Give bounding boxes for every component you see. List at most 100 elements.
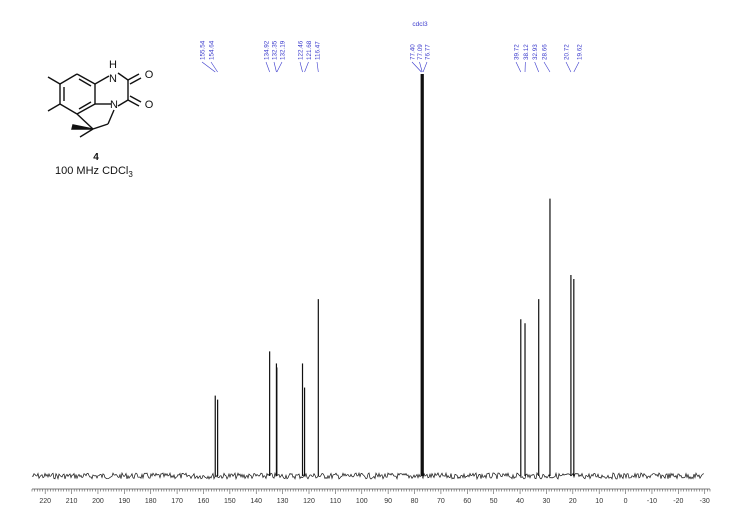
label-connector [534,61,539,73]
peak-label: 76.77 [425,44,432,60]
label-connector [304,61,309,73]
tick-label: 220 [39,498,51,505]
label-connector [422,61,428,73]
peak-label: 121.68 [306,40,313,60]
label-connector [573,61,580,73]
peak-label: 28.66 [542,44,549,60]
tick-label: 190 [118,498,130,505]
label-connector [411,61,422,73]
tick-label: 40 [516,498,524,505]
tick-label: 30 [543,498,551,505]
bond [79,128,94,138]
peak-label: 38.12 [523,44,530,60]
compound-number: 4 [93,152,99,163]
peak-label: 155.54 [200,40,207,60]
bond [129,95,142,103]
label-connector [201,61,216,73]
tick-label: 100 [356,498,368,505]
tick-label: 160 [198,498,210,505]
bond [59,73,78,85]
bond [107,109,115,125]
x-axis: 220 210 200 190 180 170 160 150 140 130 120 110 100 9… [31,488,711,505]
peak-label: 77.09 [417,44,424,60]
tick-label: 20 [569,498,577,505]
peak-label: 154.64 [209,40,216,60]
peak-label: 77.40 [410,44,417,60]
tick-label: 60 [463,498,471,505]
peak-lines [214,74,575,476]
atom-label: N [110,99,118,111]
baseline-noise [31,471,705,481]
bond [78,101,92,110]
peak-label: 132.19 [280,40,287,60]
peak-label: 32.93 [532,44,539,60]
label-connector [265,61,270,73]
peak-label: 20.72 [564,44,571,60]
solvent-label: cdcl3 [412,21,428,28]
atom-label: H [109,59,117,71]
tick-label: -20 [673,498,683,505]
bond [59,103,78,115]
tick-label: -10 [647,498,657,505]
atom-label: N [109,73,117,85]
label-connector [543,61,551,73]
peak-label: 134.92 [264,40,271,60]
bond [127,99,140,107]
bond [127,73,140,81]
bond [76,73,96,85]
compound-caption: 100 MHz CDCl3 [55,165,133,179]
tick-label: 70 [437,498,445,505]
bond [117,72,129,81]
atom-label: O [145,69,154,81]
bond [76,113,94,130]
tick-label: 170 [171,498,183,505]
tick-label: 50 [490,498,498,505]
label-connector [276,61,283,73]
peak-label: 116.47 [315,41,322,60]
label-connector [316,61,319,73]
tick-label: 200 [92,498,104,505]
atom-label: O [145,99,154,111]
label-connector [299,61,303,73]
peak-label: 19.62 [577,44,584,60]
peak-label-group: 122.46 121.68 116.47 [298,40,322,73]
tick-label: 130 [277,498,289,505]
tick-label: 90 [384,498,392,505]
peak-label: 122.46 [298,40,305,60]
tick-label: 120 [303,498,315,505]
label-connector [210,61,218,73]
tick-label: 10 [595,498,603,505]
peak-label-groups: 155.54 154.64 134.92 132.35 132.19 122.46 121.… [200,21,584,73]
tick-label: 150 [224,498,236,505]
bond [92,123,109,130]
bond [47,103,61,112]
bond [47,76,61,85]
noise-trace [31,471,705,481]
bond [129,77,142,85]
structure-atom-labels: HN ON O [109,59,154,111]
label-connector [565,61,572,73]
peak-label-group: 77.40 77.09 76.77 [410,44,432,73]
wedge-bond [71,124,94,130]
chemical-structure [47,72,142,138]
bond [76,103,96,115]
tick-label: -30 [700,498,710,505]
label-connector [419,61,423,73]
tick-label: 80 [411,498,419,505]
peak-label: 39.72 [514,44,521,60]
label-connector [515,61,522,73]
peak-label-group: 20.72 19.62 [564,44,584,73]
tick-label: 0 [624,498,628,505]
peak-label-group: 134.92 132.35 132.19 [264,40,287,73]
peak-label-group: 39.72 38.12 32.93 28.66 [514,44,551,73]
bond [78,78,92,87]
tick-label: 110 [330,498,341,505]
tick-label: 180 [145,498,157,505]
label-connector [273,61,277,73]
peak-label: 132.35 [272,40,279,60]
tick-label: 140 [250,498,262,505]
bond [94,75,110,85]
peak-label-group: 155.54 154.64 [200,40,218,73]
tick-label: 210 [66,498,78,505]
